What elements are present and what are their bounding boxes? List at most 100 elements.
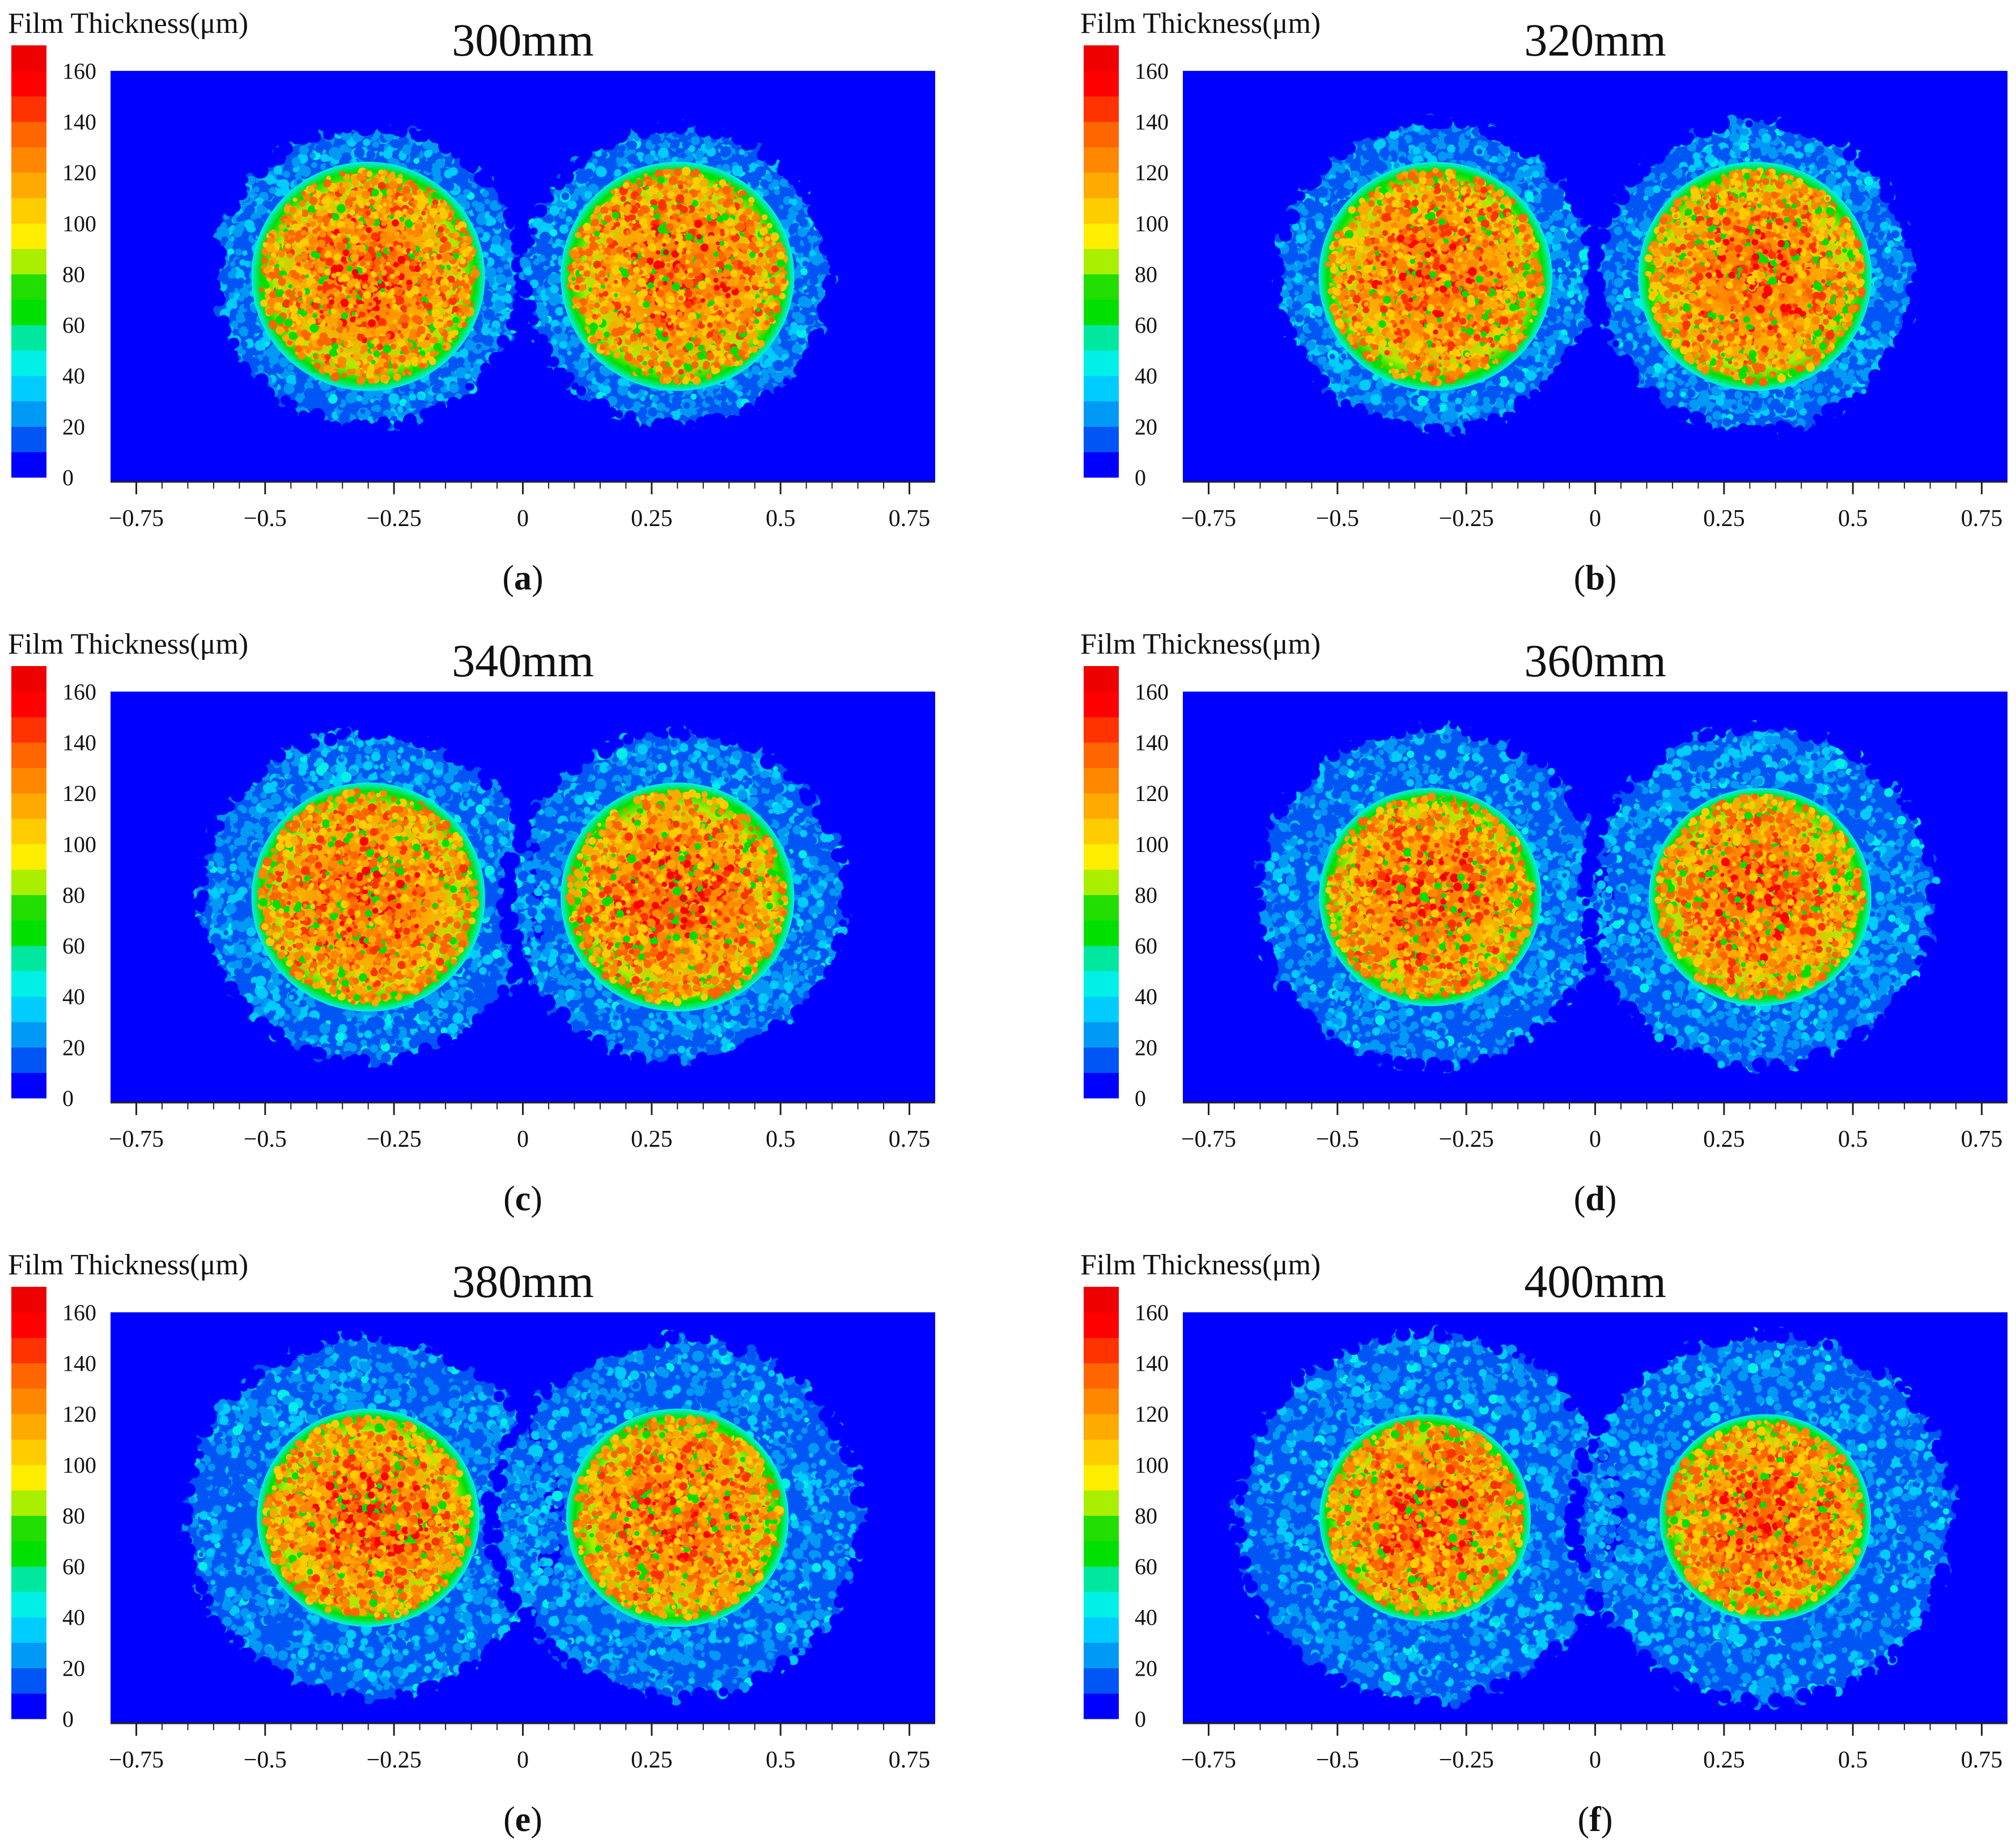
thickness-speckle (213, 306, 221, 314)
thickness-speckle (474, 202, 485, 213)
thickness-speckle (600, 151, 608, 158)
thickness-speckle (570, 334, 576, 341)
thickness-speckle (360, 409, 366, 414)
thickness-speckle (252, 325, 261, 334)
thickness-speckle (496, 328, 502, 333)
colorbar-band (11, 197, 46, 224)
thickness-speckle (498, 190, 508, 201)
colorbar-band (11, 426, 46, 452)
thickness-speckle (562, 207, 567, 213)
thickness-speckle (506, 283, 512, 290)
thickness-speckle (508, 252, 514, 258)
thickness-speckle (359, 419, 371, 431)
thickness-speckle (251, 215, 256, 220)
thickness-speckle (398, 135, 409, 146)
thickness-speckle (669, 138, 680, 149)
thickness-speckle (227, 234, 232, 240)
thickness-speckle (272, 178, 278, 184)
thickness-speckle (555, 307, 565, 316)
thickness-speckle (295, 406, 302, 413)
colorbar-band (11, 121, 46, 147)
thickness-speckle (292, 167, 299, 173)
thickness-speckle (398, 408, 404, 413)
thickness-field (203, 114, 842, 438)
thickness-speckle (273, 165, 283, 175)
thickness-speckle (571, 193, 579, 201)
thickness-speckle (244, 311, 253, 320)
thickness-speckle (283, 162, 294, 171)
thickness-speckle (468, 354, 476, 363)
thickness-speckle (235, 188, 248, 200)
thickness-speckle (500, 309, 506, 315)
thickness-speckle (495, 273, 507, 285)
thickness-speckle (244, 320, 252, 328)
thickness-speckle (229, 201, 241, 213)
thickness-speckle (513, 293, 521, 300)
thickness-speckle (203, 274, 218, 289)
thickness-speckle (311, 162, 317, 168)
thickness-speckle (591, 384, 599, 392)
thickness-speckle (788, 213, 794, 219)
thickness-speckle (506, 221, 514, 229)
thickness-speckle (488, 217, 496, 226)
colorbar-band (11, 350, 46, 376)
thickness-speckle (243, 303, 249, 310)
thickness-speckle (257, 364, 264, 371)
thickness-speckle (561, 220, 566, 225)
thickness-speckle (489, 210, 495, 217)
thickness-speckle (265, 201, 273, 209)
colorbar-tick-label: 0 (62, 465, 74, 490)
thickness-speckle (444, 169, 453, 179)
thickness-speckle (230, 261, 236, 267)
thickness-speckle (482, 251, 489, 258)
thickness-speckle (287, 364, 295, 371)
thickness-speckle (381, 397, 389, 405)
colorbar-tick-label: 120 (62, 160, 96, 185)
thickness-speckle (426, 149, 433, 156)
thickness-speckle (457, 175, 467, 185)
thickness-speckle (332, 149, 342, 160)
thickness-speckle (483, 368, 498, 383)
thickness-speckle (558, 211, 566, 219)
thickness-speckle (315, 144, 324, 154)
thickness-speckle (494, 299, 503, 308)
thickness-speckle (491, 235, 502, 245)
thickness-speckle (762, 373, 770, 382)
thickness-speckle (567, 200, 577, 210)
thickness-speckle (482, 235, 489, 242)
thickness-speckle (481, 326, 490, 336)
thickness-speckle (430, 162, 441, 172)
thickness-speckle (240, 349, 247, 355)
thickness-speckle (459, 348, 469, 358)
colorbar-band (11, 325, 46, 351)
thickness-speckle (251, 201, 257, 207)
thickness-speckle (366, 388, 376, 399)
thickness-speckle (503, 207, 516, 222)
thickness-speckle (226, 342, 236, 351)
thickness-speckle (241, 366, 252, 376)
thickness-speckle (511, 281, 516, 287)
thickness-speckle (720, 146, 732, 158)
thickness-speckle (210, 289, 225, 304)
panel-title: 300mm (452, 14, 594, 66)
thickness-speckle (405, 402, 411, 409)
thickness-speckle (456, 357, 465, 366)
thickness-speckle (440, 143, 450, 154)
thickness-speckle (411, 150, 420, 158)
thickness-speckle (240, 206, 245, 211)
thickness-speckle (491, 327, 497, 333)
thickness-speckle (257, 158, 268, 169)
thickness-speckle (560, 347, 567, 354)
thickness-speckle (544, 214, 554, 224)
thickness-speckle (417, 393, 424, 400)
thickness-speckle (266, 388, 275, 397)
thickness-speckle (482, 334, 494, 346)
colorbar-tick-label: 100 (62, 211, 96, 236)
thickness-speckle (489, 230, 495, 236)
thickness-speckle (238, 295, 244, 302)
thickness-speckle (793, 305, 800, 312)
colorbar-band (11, 274, 46, 300)
colorbar-tick-label: 40 (62, 363, 85, 389)
thickness-speckle (354, 147, 365, 158)
thickness-speckle (483, 308, 495, 320)
